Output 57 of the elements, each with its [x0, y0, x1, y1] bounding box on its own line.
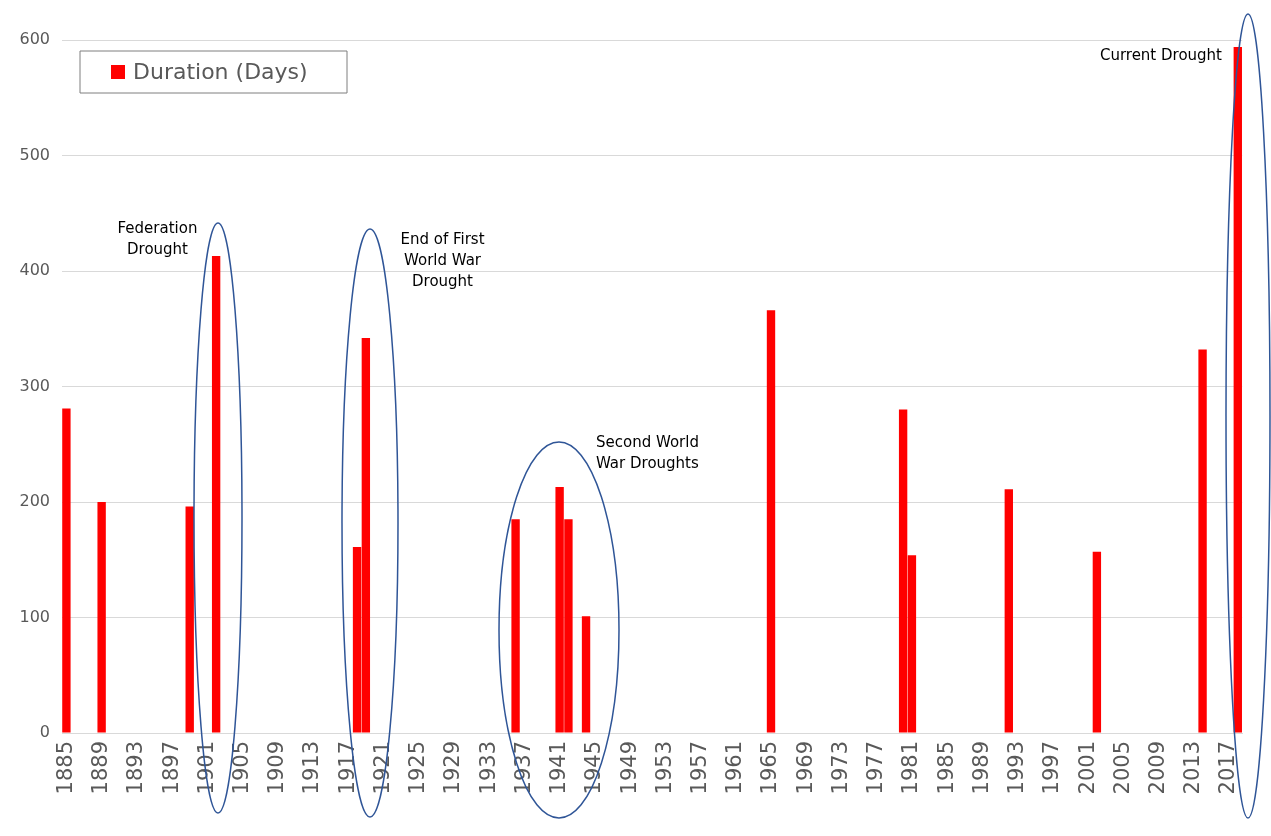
- x-tick-label: 1905: [229, 741, 254, 795]
- annotation: End of First World War Drought: [399, 229, 486, 292]
- x-tick-label: 1985: [933, 741, 958, 795]
- y-tick-label: 100: [19, 606, 50, 626]
- x-tick-label: 1933: [475, 741, 500, 795]
- bar: [62, 408, 71, 733]
- x-tick-label: 1913: [299, 741, 324, 795]
- x-tick-label: 1925: [405, 741, 430, 795]
- bar: [1004, 489, 1013, 733]
- x-tick-label: 1997: [1039, 741, 1064, 795]
- x-tick-label: 1929: [440, 741, 465, 795]
- x-tick-label: 1981: [898, 741, 923, 795]
- x-tick-label: 1945: [581, 741, 606, 795]
- x-tick-label: 1953: [651, 741, 676, 795]
- x-tick-label: 1957: [687, 741, 711, 795]
- y-tick-label: 300: [19, 375, 50, 395]
- annotation: Current Drought: [1098, 45, 1222, 66]
- bar: [511, 519, 520, 733]
- x-tick-label: 1885: [52, 741, 77, 795]
- y-tick-label: 200: [19, 491, 50, 511]
- bar: [211, 255, 221, 733]
- x-tick-label: 1893: [123, 741, 148, 795]
- bar: [581, 616, 591, 733]
- y-tick-label: 400: [19, 260, 50, 280]
- x-tick-label: 1993: [1004, 741, 1029, 795]
- x-tick-label: 1909: [264, 741, 289, 795]
- x-tick-label: 1973: [827, 741, 852, 795]
- x-tick-label: 1897: [158, 741, 183, 795]
- annotation: Second World War Droughts: [596, 432, 700, 474]
- x-tick-label: 2013: [1180, 741, 1205, 795]
- x-tick-label: 2017: [1215, 741, 1240, 795]
- x-tick-label: 1977: [863, 741, 888, 795]
- y-tick-label: 500: [19, 144, 50, 164]
- x-tick-label: 1961: [722, 741, 747, 795]
- x-tick-label: 1965: [757, 741, 782, 795]
- legend-label: Duration (Days): [133, 58, 308, 84]
- x-tick-label: 1969: [792, 741, 817, 795]
- x-tick-label: 1937: [510, 741, 535, 795]
- annotation: Federation Drought: [116, 218, 199, 260]
- bar: [1092, 551, 1102, 733]
- bar: [185, 506, 194, 733]
- x-tick-label: 2005: [1109, 741, 1134, 795]
- bar: [1233, 46, 1242, 733]
- x-tick-label: 1921: [369, 741, 394, 795]
- x-tick-label: 1889: [88, 741, 113, 795]
- x-tick-label: 1989: [968, 741, 993, 795]
- x-tick-label: 1917: [334, 741, 359, 795]
- x-tick-label: 2001: [1074, 741, 1099, 795]
- bar: [1198, 349, 1207, 733]
- bar: [766, 310, 776, 733]
- y-tick-label: 0: [39, 722, 50, 742]
- x-tick-label: 2009: [1144, 741, 1169, 795]
- x-tick-label: 1901: [193, 741, 218, 795]
- bar: [97, 502, 106, 733]
- x-tick-label: 1941: [546, 741, 571, 795]
- x-tick-label: 1949: [616, 741, 641, 795]
- y-tick-label: 600: [19, 29, 50, 49]
